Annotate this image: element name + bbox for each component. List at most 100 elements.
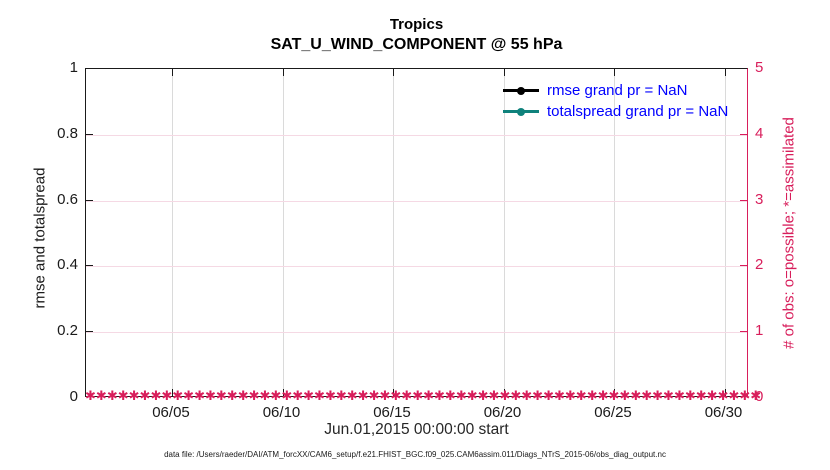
x-tick-label: 06/25 xyxy=(594,404,632,421)
obs-asterisk-marker-icon: ✱ xyxy=(739,389,751,404)
obs-count-marker-row: ✱ ✱ ✱ ✱ ✱ ✱ ✱ ✱ ✱ ✱ ✱ ✱ ✱ ✱ ✱ ✱ ✱ ✱ ✱ ✱ ✱ ✱ ✱ ✱ ✱ ✱ ✱ ✱ ✱ ✱ ✱ ✱ ✱ ✱ ✱ ✱ ✱ ✱ ✱ ✱… xyxy=(85,389,761,404)
chart-subtitle: SAT_U_WIND_COMPONENT @ 55 hPa xyxy=(270,36,563,53)
obs-asterisk-marker-icon: ✱ xyxy=(335,389,347,404)
obs-asterisk-marker-icon: ✱ xyxy=(532,389,544,404)
x-tick-top xyxy=(282,69,284,76)
obs-asterisk-marker-icon: ✱ xyxy=(194,389,205,404)
legend-marker-dot-icon xyxy=(517,86,525,95)
y-tick-label-left: 0.2 xyxy=(57,322,78,340)
obs-asterisk-marker-icon: ✱ xyxy=(390,389,402,404)
obs-asterisk-marker-icon: ✱ xyxy=(597,389,609,404)
obs-asterisk-marker-icon: ✱ xyxy=(434,389,445,404)
obs-asterisk-marker-icon: ✱ xyxy=(106,389,118,404)
obs-asterisk-marker-icon: ✱ xyxy=(695,389,707,404)
obs-asterisk-marker-icon: ✱ xyxy=(706,389,718,404)
y-tick-right xyxy=(740,265,747,267)
obs-asterisk-marker-icon: ✱ xyxy=(575,389,587,404)
obs-asterisk-marker-icon: ✱ xyxy=(215,389,227,404)
obs-asterisk-marker-icon: ✱ xyxy=(543,389,554,404)
obs-asterisk-marker-icon: ✱ xyxy=(423,389,434,404)
x-tick-top xyxy=(724,69,726,76)
obs-asterisk-marker-icon: ✱ xyxy=(379,389,391,404)
legend: rmse grand pr = NaN totalspread grand pr … xyxy=(503,80,728,122)
obs-asterisk-marker-icon: ✱ xyxy=(663,389,674,404)
x-tick-top xyxy=(503,69,505,76)
data-file-caption: data file: /Users/raeder/DAI/ATM_forcXX/… xyxy=(164,450,666,459)
y-tick-label-left: 1 xyxy=(69,59,78,76)
y-gridline xyxy=(86,200,747,202)
obs-asterisk-marker-icon: ✱ xyxy=(281,389,293,404)
obs-asterisk-marker-icon: ✱ xyxy=(630,389,642,404)
legend-row: totalspread grand pr = NaN xyxy=(503,101,728,122)
x-gridline xyxy=(503,69,505,396)
obs-asterisk-marker-icon: ✱ xyxy=(346,389,358,404)
obs-asterisk-marker-icon: ✱ xyxy=(652,389,664,404)
y-tick-left xyxy=(86,199,93,201)
obs-asterisk-marker-icon: ✱ xyxy=(85,389,96,404)
y-tick-label-right: 4 xyxy=(755,124,764,142)
y-tick-label-right: 1 xyxy=(755,322,764,340)
y-tick-right xyxy=(740,133,747,135)
x-gridline xyxy=(282,69,284,396)
x-tick-bottom xyxy=(172,389,173,396)
obs-asterisk-marker-icon: ✱ xyxy=(401,389,413,404)
y-axis-label-right: # of obs: o=possible; *=assimilated xyxy=(780,117,798,349)
obs-asterisk-marker-icon: ✱ xyxy=(95,389,107,404)
obs-asterisk-marker-icon: ✱ xyxy=(226,389,238,404)
x-tick-top xyxy=(393,69,394,76)
obs-asterisk-marker-icon: ✱ xyxy=(270,389,282,404)
y-tick-left xyxy=(86,133,93,135)
obs-asterisk-marker-icon: ✱ xyxy=(314,389,325,404)
y-tick-label-right: 5 xyxy=(755,59,764,76)
x-tick-label: 06/15 xyxy=(373,404,411,421)
obs-asterisk-marker-icon: ✱ xyxy=(466,389,478,404)
obs-asterisk-marker-icon: ✱ xyxy=(172,389,184,404)
y-gridline xyxy=(86,332,747,334)
obs-asterisk-marker-icon: ✱ xyxy=(586,389,598,404)
x-tick-label: 06/30 xyxy=(704,404,743,421)
x-tick-bottom xyxy=(724,389,726,396)
legend-line xyxy=(503,107,539,116)
obs-asterisk-marker-icon: ✱ xyxy=(161,389,173,404)
legend-row: rmse grand pr = NaN xyxy=(503,80,728,101)
obs-asterisk-marker-icon: ✱ xyxy=(324,389,336,404)
obs-asterisk-marker-icon: ✱ xyxy=(673,389,685,404)
y-tick-left xyxy=(86,331,93,333)
obs-asterisk-marker-icon: ✱ xyxy=(641,389,653,404)
obs-asterisk-marker-icon: ✱ xyxy=(455,389,467,404)
obs-asterisk-marker-icon: ✱ xyxy=(619,389,631,404)
obs-asterisk-marker-icon: ✱ xyxy=(444,389,456,404)
obs-asterisk-marker-icon: ✱ xyxy=(564,389,576,404)
y-tick-right xyxy=(740,331,747,333)
x-tick-top xyxy=(172,69,173,76)
x-tick-bottom xyxy=(614,389,615,396)
legend-marker-dot-icon xyxy=(517,107,525,116)
obs-asterisk-marker-icon: ✱ xyxy=(477,389,489,404)
obs-asterisk-marker-icon: ✱ xyxy=(183,389,195,404)
obs-asterisk-marker-icon: ✱ xyxy=(117,389,129,404)
obs-asterisk-marker-icon: ✱ xyxy=(237,389,249,404)
obs-asterisk-marker-icon: ✱ xyxy=(684,389,696,404)
legend-label: totalspread grand pr = NaN xyxy=(547,103,729,120)
y-tick-label-left: 0.4 xyxy=(57,256,78,274)
legend-label: rmse grand pr = NaN xyxy=(547,82,688,99)
obs-asterisk-marker-icon: ✱ xyxy=(128,389,140,404)
obs-asterisk-marker-icon: ✱ xyxy=(499,389,511,404)
x-gridline xyxy=(172,69,173,396)
obs-asterisk-marker-icon: ✱ xyxy=(728,389,740,404)
obs-asterisk-marker-icon: ✱ xyxy=(368,389,380,404)
x-tick-bottom xyxy=(282,389,284,396)
obs-asterisk-marker-icon: ✱ xyxy=(248,389,260,404)
obs-asterisk-marker-icon: ✱ xyxy=(139,389,151,404)
x-tick-bottom xyxy=(393,389,394,396)
obs-asterisk-marker-icon: ✱ xyxy=(412,389,424,404)
y-tick-label-left: 0.8 xyxy=(57,124,78,142)
x-tick-top xyxy=(614,69,615,76)
obs-asterisk-marker-icon: ✱ xyxy=(292,389,304,404)
obs-asterisk-marker-icon: ✱ xyxy=(510,389,522,404)
obs-asterisk-marker-icon: ✱ xyxy=(303,389,315,404)
x-tick-label: 06/10 xyxy=(262,404,301,421)
obs-asterisk-marker-icon: ✱ xyxy=(750,389,762,404)
obs-asterisk-marker-icon: ✱ xyxy=(357,389,369,404)
